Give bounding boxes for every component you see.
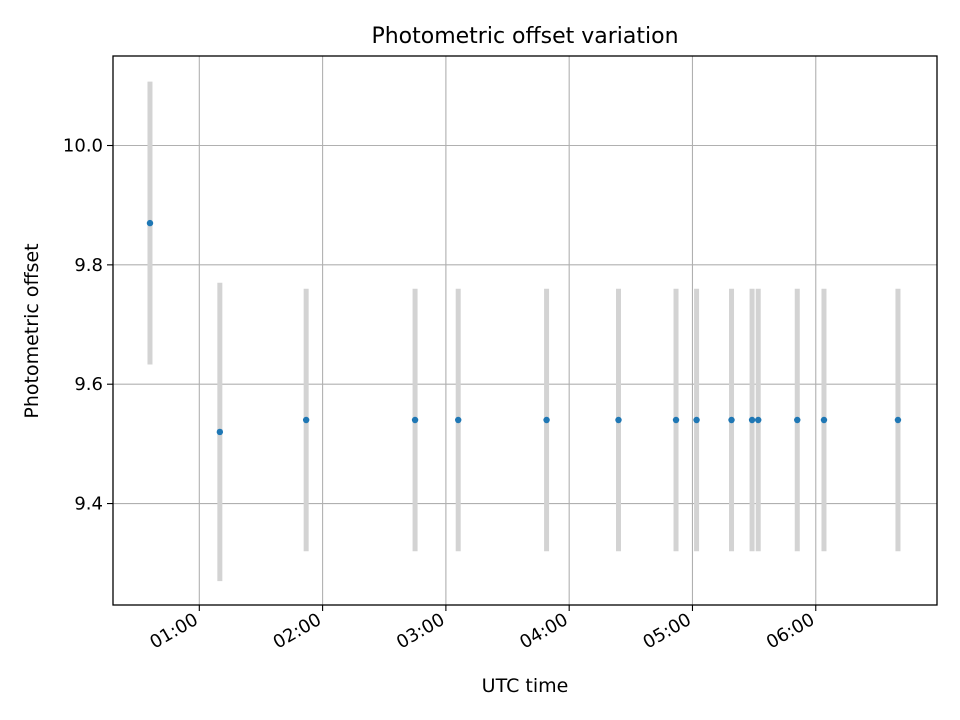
y-axis-label: Photometric offset bbox=[21, 243, 43, 418]
y-tick-label: 10.0 bbox=[63, 136, 103, 157]
data-point bbox=[543, 416, 550, 424]
data-point bbox=[146, 219, 154, 227]
y-axis-ticks: 9.4 9.6 9.8 10.0 bbox=[63, 136, 113, 515]
data-point bbox=[411, 416, 419, 424]
data-point bbox=[672, 416, 680, 424]
chart-title: Photometric offset variation bbox=[371, 24, 678, 49]
y-tick-label: 9.8 bbox=[74, 255, 103, 276]
data-point bbox=[302, 416, 310, 424]
data-point bbox=[894, 416, 902, 424]
y-tick-label: 9.6 bbox=[74, 374, 103, 395]
data-point bbox=[216, 428, 224, 436]
data-point bbox=[794, 416, 801, 424]
data-point bbox=[693, 416, 700, 424]
y-tick-label: 9.4 bbox=[74, 494, 103, 515]
data-point bbox=[455, 416, 462, 424]
data-points bbox=[146, 219, 902, 436]
data-point bbox=[748, 416, 756, 424]
data-point bbox=[820, 416, 828, 424]
x-axis-label: UTC time bbox=[482, 675, 569, 697]
data-point bbox=[615, 416, 622, 424]
plot-frame bbox=[112, 55, 938, 606]
data-point bbox=[755, 416, 762, 424]
data-point bbox=[728, 416, 735, 424]
